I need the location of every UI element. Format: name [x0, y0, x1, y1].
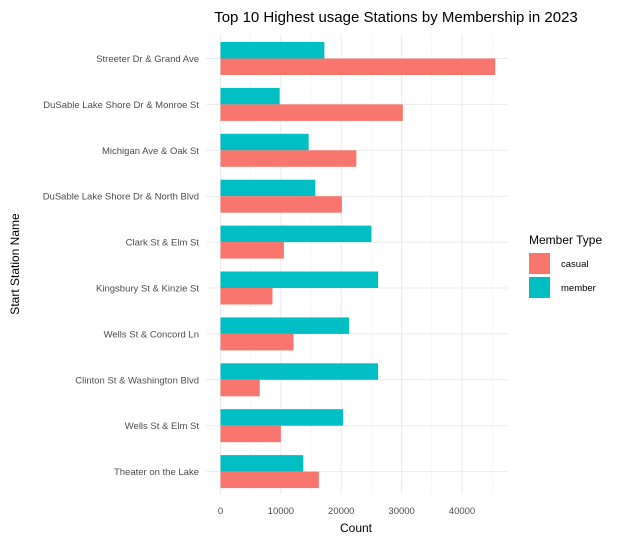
legend-key-member: [529, 277, 550, 298]
bar-casual: [220, 242, 284, 259]
x-tick-label: 10000: [268, 506, 294, 517]
legend-label-casual: casual: [561, 259, 588, 270]
x-axis-title: Count: [340, 521, 373, 535]
bar-member: [220, 42, 325, 59]
bar-casual: [220, 471, 319, 489]
y-tick-label: Theater on the Lake: [114, 467, 199, 478]
bar-member: [220, 225, 372, 243]
x-tick-label: 40000: [449, 506, 475, 517]
legend-key-casual: [529, 253, 550, 274]
bar-member: [220, 409, 344, 426]
bar-member: [220, 179, 316, 197]
bar-casual: [220, 288, 273, 305]
bar-casual: [220, 379, 260, 397]
legend-items: casual member: [529, 253, 596, 298]
legend-title: Member Type: [529, 233, 602, 247]
bar-member: [220, 133, 309, 151]
y-axis-title: Start Station Name: [8, 213, 22, 315]
y-tick-label: Kingsbury St & Kinzie St: [96, 284, 199, 295]
chart-title: Top 10 Highest usage Stations by Members…: [214, 9, 578, 26]
bar-casual: [220, 104, 403, 121]
bar-casual: [220, 150, 357, 167]
bar-casual: [220, 333, 294, 351]
bar-member: [220, 455, 304, 472]
x-tick-label: 20000: [328, 506, 354, 517]
legend-label-member: member: [561, 283, 596, 294]
x-tick-label: 0: [218, 506, 223, 517]
bar-member: [220, 363, 379, 380]
axis-layer: Streeter Dr & Grand Ave DuSable Lake Shor…: [43, 54, 476, 517]
bar-member: [220, 87, 280, 105]
x-tick-label: 30000: [388, 506, 414, 517]
y-tick-label: Wells St & Elm St: [125, 421, 200, 432]
y-tick-label: Clark St & Elm St: [126, 238, 200, 249]
bar-casual: [220, 58, 496, 75]
y-tick-label: DuSable Lake Shore Dr & Monroe St: [43, 100, 199, 111]
bar-casual: [220, 425, 281, 443]
bar-casual: [220, 196, 342, 213]
bar-member: [220, 317, 350, 334]
legend: Member Type casual member: [529, 233, 602, 298]
y-tick-label: Clinton St & Washington Blvd: [75, 375, 199, 386]
bars-layer: [220, 42, 496, 489]
bar-member: [220, 271, 379, 288]
y-tick-label: Streeter Dr & Grand Ave: [96, 54, 199, 65]
y-tick-label: DuSable Lake Shore Dr & North Blvd: [43, 192, 199, 203]
y-tick-label: Michigan Ave & Oak St: [102, 146, 199, 157]
y-tick-label: Wells St & Concord Ln: [104, 329, 199, 340]
